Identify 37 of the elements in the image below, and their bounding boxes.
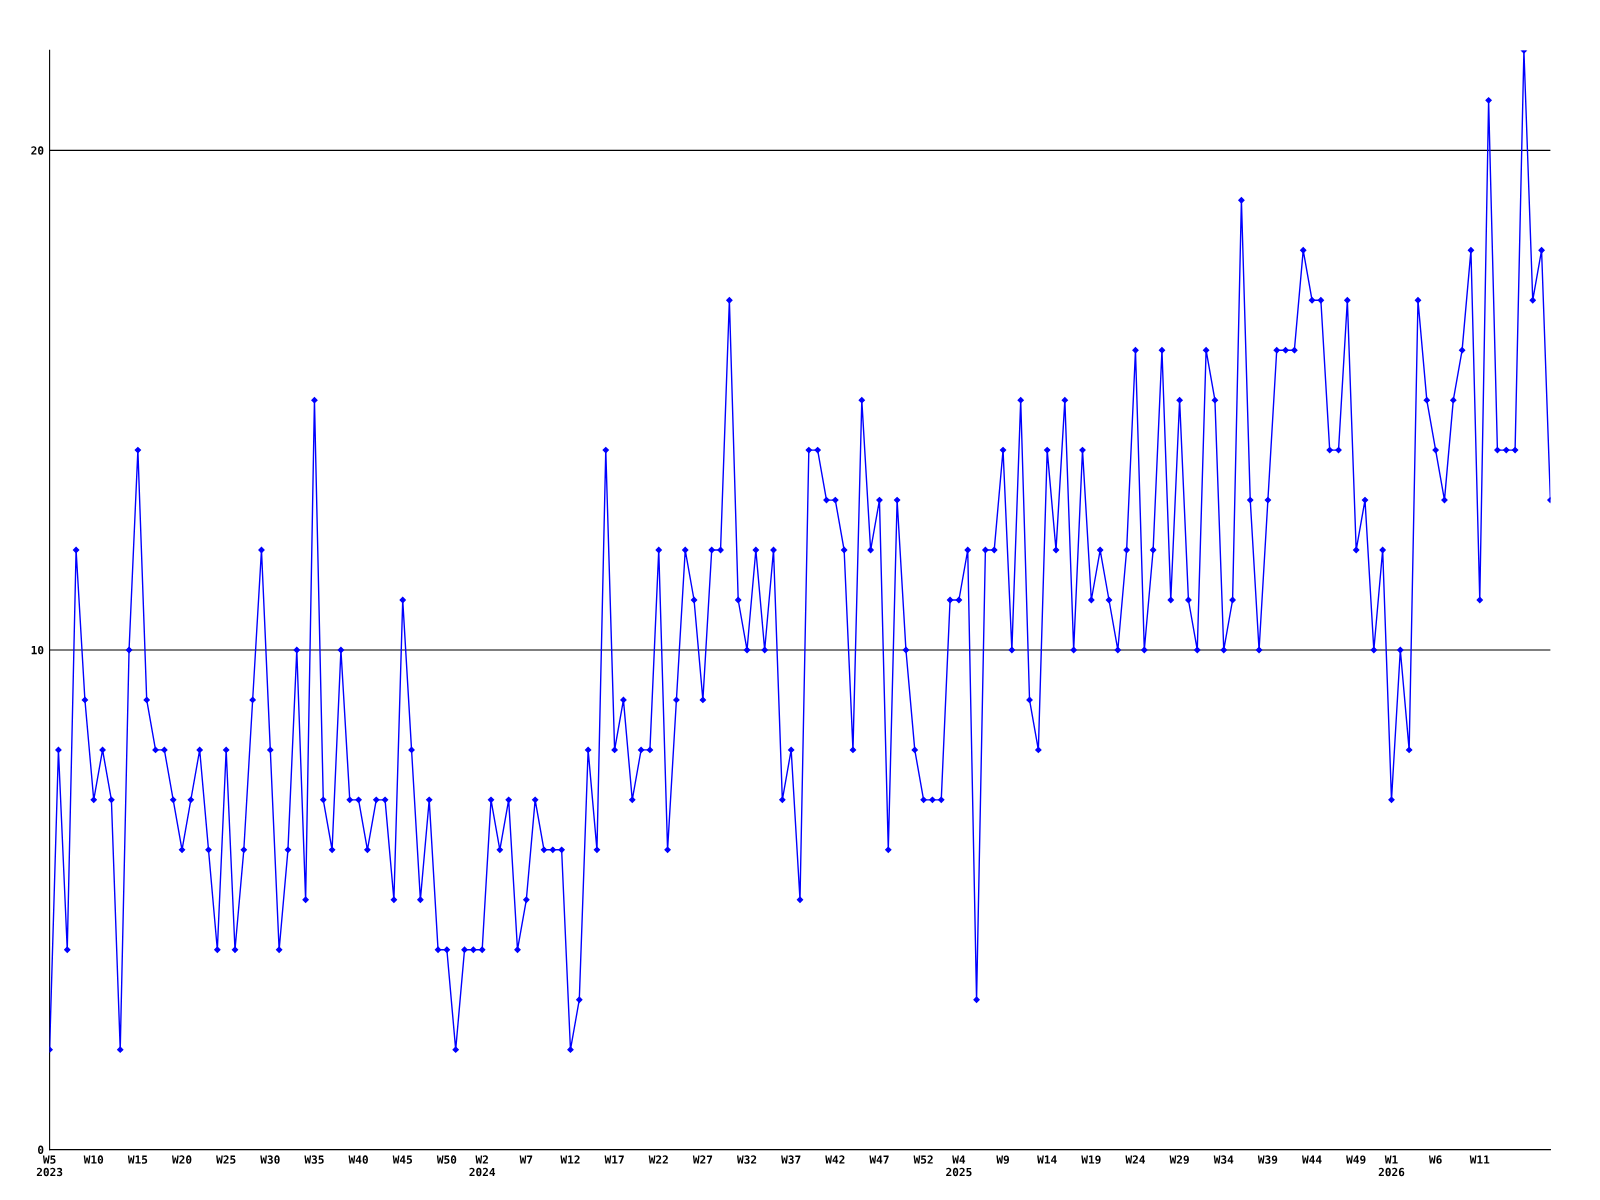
x-tick-label: W11 [1469,1155,1490,1164]
x-tick-label: W32 [737,1155,757,1164]
x-tick-label: W12 [560,1155,580,1164]
x-tick-label: W42 [825,1155,845,1164]
x-tick-label: W9 [996,1155,1010,1164]
x-tick-label: W47 [869,1155,889,1164]
x-tick-label: W4 2025 [946,1155,972,1177]
x-tick-label: W2 2024 [469,1155,496,1177]
x-tick-label: W39 [1257,1155,1278,1164]
x-tick-label: W34 [1213,1155,1234,1164]
x-tick-label: W40 [348,1155,368,1164]
x-tick-label: W7 [519,1155,533,1164]
x-tick-label: W52 [913,1155,933,1164]
x-tick-label: W1 2026 [1378,1155,1405,1177]
x-tick-label: W29 [1169,1155,1189,1164]
x-tick-label: W20 [171,1155,192,1164]
x-tick-label: W37 [781,1155,801,1164]
x-tick-label: W27 [692,1155,713,1164]
y-tick-label: 0 [38,1145,44,1154]
x-tick-label: W45 [392,1155,413,1164]
x-tick-label: W30 [260,1155,280,1164]
x-tick-label: W24 [1125,1155,1146,1164]
x-tick-label: W5 2023 [36,1155,63,1177]
x-tick-label: W19 [1081,1155,1101,1164]
y-tick-label: 10 [31,645,44,655]
x-tick-label: W15 [127,1155,148,1164]
x-tick-label: W35 [304,1155,324,1164]
x-tick-label: W22 [648,1155,668,1164]
x-tick-label: W49 [1346,1155,1366,1164]
x-tick-label: W14 [1037,1155,1057,1164]
x-tick-label: W6 [1428,1155,1442,1164]
x-tick-label: W50 [436,1155,457,1164]
x-tick-label: W17 [604,1155,624,1164]
x-tick-label: W10 [83,1155,104,1164]
y-tick-label: 20 [31,146,44,155]
x-tick-label: W44 [1302,1155,1322,1164]
x-tick-label: W25 [216,1155,236,1164]
